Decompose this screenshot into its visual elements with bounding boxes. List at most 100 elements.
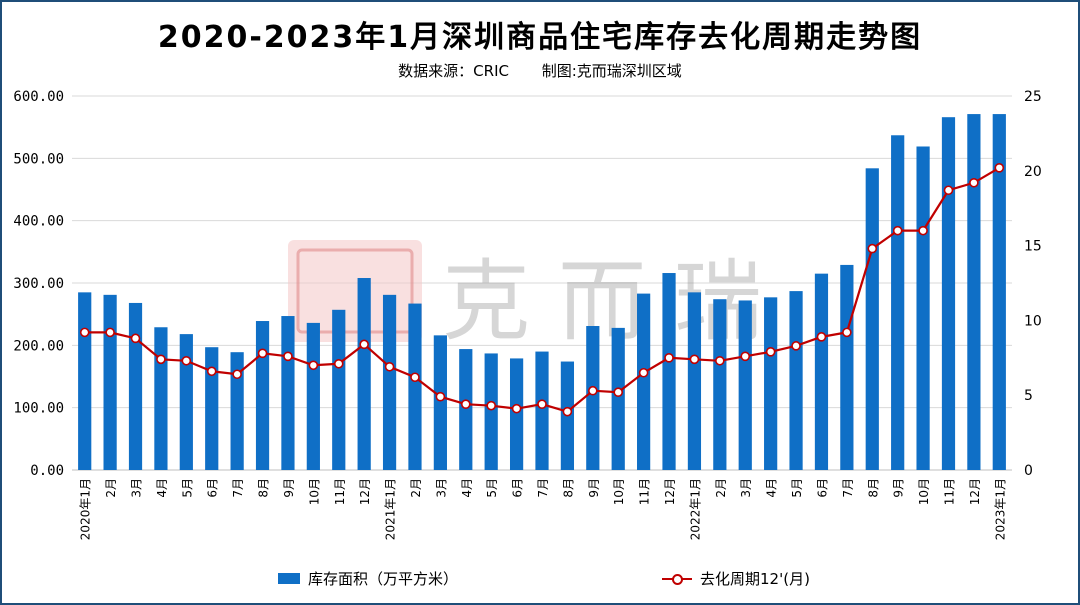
x-tick-label: 6月 bbox=[511, 478, 525, 498]
bar bbox=[535, 351, 549, 470]
chart-title: 2020-2023年1月深圳商品住宅库存去化周期走势图 bbox=[157, 20, 923, 55]
x-tick-label: 8月 bbox=[561, 478, 575, 498]
y-left-tick-label: 500.00 bbox=[13, 151, 64, 167]
line-series bbox=[79, 163, 1005, 417]
bar bbox=[281, 316, 295, 470]
x-tick-label: 7月 bbox=[536, 478, 550, 498]
producer-label: 制图:克而瑞深圳区域 bbox=[541, 62, 682, 80]
bar-series bbox=[78, 114, 1006, 471]
x-tick-label: 11月 bbox=[942, 478, 956, 505]
line-point bbox=[384, 361, 395, 372]
x-tick-label: 4月 bbox=[765, 478, 779, 498]
line-point bbox=[181, 355, 192, 366]
bar bbox=[941, 117, 956, 471]
gridlines bbox=[72, 95, 1012, 471]
x-tick-label: 6月 bbox=[206, 478, 220, 498]
line-point bbox=[105, 327, 115, 338]
x-tick-label: 9月 bbox=[282, 478, 296, 498]
bar bbox=[509, 358, 524, 470]
bar bbox=[205, 347, 219, 470]
bar bbox=[179, 334, 193, 470]
line-point bbox=[511, 403, 522, 414]
x-tick-label: 12月 bbox=[968, 478, 982, 505]
line-point bbox=[460, 399, 471, 409]
x-tick-label: 2021年1月 bbox=[384, 478, 398, 540]
line-point bbox=[892, 225, 903, 236]
bar bbox=[611, 327, 625, 470]
line-point bbox=[613, 387, 624, 398]
y-right-tick-label: 20 bbox=[1024, 164, 1042, 180]
legend-line-swatch bbox=[662, 572, 692, 586]
x-tick-label: 2月 bbox=[714, 478, 728, 498]
legend-label-inventory: 库存面积（万平方米） bbox=[308, 570, 459, 588]
line-point bbox=[867, 243, 878, 254]
y-left-tick-label: 400.00 bbox=[13, 214, 64, 230]
x-tick-label: 8月 bbox=[257, 478, 271, 498]
line-point bbox=[943, 185, 954, 196]
x-tick-label: 11月 bbox=[333, 478, 347, 505]
x-tick-label: 4月 bbox=[155, 478, 169, 498]
line-point bbox=[562, 406, 573, 417]
bar bbox=[840, 264, 854, 470]
line-point bbox=[918, 225, 928, 236]
bar bbox=[230, 352, 244, 470]
bar bbox=[713, 299, 727, 470]
line-point bbox=[486, 400, 496, 411]
y-left-tick-label: 600.00 bbox=[13, 89, 64, 105]
x-tick-label: 3月 bbox=[739, 478, 753, 498]
bar bbox=[332, 309, 346, 470]
line-point bbox=[969, 177, 979, 188]
x-tick-label: 8月 bbox=[866, 478, 880, 498]
x-tick-label: 5月 bbox=[790, 478, 804, 498]
line-point bbox=[740, 351, 751, 362]
line-point bbox=[664, 352, 674, 363]
x-tick-label: 5月 bbox=[180, 478, 194, 498]
y-left-tick-label: 200.00 bbox=[13, 338, 64, 354]
line-point bbox=[206, 366, 217, 377]
y-left-tick-label: 0.00 bbox=[30, 463, 64, 479]
line-point bbox=[715, 355, 725, 366]
line-point bbox=[79, 327, 90, 338]
bar bbox=[484, 353, 498, 470]
legend-item-cycle: 去化周期12'(月) bbox=[662, 568, 810, 589]
legend-bar-swatch bbox=[278, 573, 300, 584]
x-tick-label: 2月 bbox=[409, 478, 423, 498]
x-tick-label: 9月 bbox=[587, 478, 601, 498]
bar bbox=[103, 294, 117, 470]
line-point bbox=[537, 399, 547, 409]
bar bbox=[357, 278, 371, 470]
line-point bbox=[232, 369, 242, 380]
bar bbox=[128, 302, 143, 470]
bar bbox=[916, 146, 930, 471]
data-source-label: 数据来源：CRIC bbox=[398, 62, 509, 80]
bar bbox=[382, 294, 397, 470]
line-point bbox=[130, 333, 141, 344]
bar bbox=[967, 114, 981, 471]
bar bbox=[637, 293, 651, 470]
line-point bbox=[333, 358, 344, 369]
y-right-tick-label: 10 bbox=[1024, 313, 1042, 329]
y-right-tick-label: 5 bbox=[1024, 388, 1033, 404]
x-tick-label: 6月 bbox=[815, 478, 829, 498]
x-tick-label: 5月 bbox=[485, 478, 499, 498]
legend-label-cycle: 去化周期12'(月) bbox=[700, 570, 810, 588]
x-tick-label: 3月 bbox=[130, 478, 144, 498]
x-tick-label: 10月 bbox=[307, 478, 321, 505]
x-tick-label: 12月 bbox=[358, 478, 372, 505]
x-tick-label: 2023年1月 bbox=[993, 478, 1007, 540]
bar bbox=[255, 321, 270, 470]
bar bbox=[764, 297, 778, 470]
x-tick-label: 2月 bbox=[104, 478, 118, 498]
x-tick-label: 2022年1月 bbox=[688, 478, 702, 540]
y-left-tick-label: 300.00 bbox=[13, 276, 64, 292]
line-point bbox=[435, 391, 446, 402]
bar bbox=[789, 291, 803, 470]
legend: 库存面积（万平方米） 去化周期12'(月) bbox=[2, 568, 1078, 592]
axes: 0.00 100.00 200.00 300.00 400.00 500.00 600.00… bbox=[13, 89, 1041, 540]
x-tick-label: 10月 bbox=[917, 478, 931, 505]
line-point bbox=[588, 385, 598, 396]
x-tick-label: 2020年1月 bbox=[79, 478, 93, 540]
bar bbox=[814, 273, 829, 470]
line-point bbox=[765, 347, 776, 357]
